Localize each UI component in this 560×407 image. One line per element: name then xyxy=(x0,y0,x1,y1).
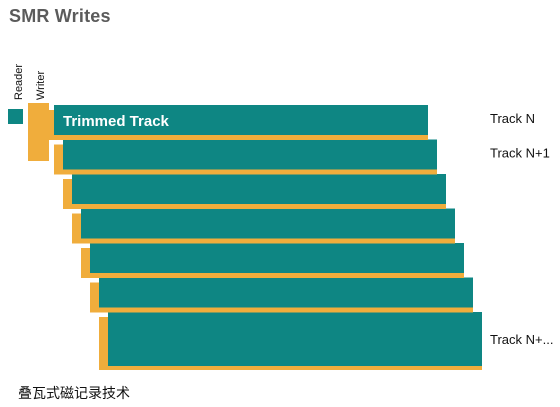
writer-block xyxy=(28,103,49,161)
writer-label: Writer xyxy=(35,71,47,100)
caption: 叠瓦式磁记录技术 xyxy=(18,386,130,402)
tracks-group: Track N+... Track N+1 Trimmed Track Track N xyxy=(45,105,553,370)
track-2-band xyxy=(63,139,437,170)
reader-block xyxy=(8,109,23,124)
smr-diagram: Reader Writer Track N+... Track N+1 Trimme… xyxy=(8,64,553,370)
track-5-band xyxy=(90,243,464,273)
track-1-band xyxy=(54,105,428,135)
track-6 xyxy=(90,277,473,313)
track-7-side-label: Track N+... xyxy=(490,332,553,347)
track-4-band xyxy=(81,208,455,239)
track-4 xyxy=(72,208,455,244)
track-2: Track N+1 xyxy=(54,139,550,175)
track-1: Trimmed Track Track N xyxy=(45,105,535,140)
track-7-band xyxy=(108,312,482,366)
track-7: Track N+... xyxy=(99,312,553,370)
track-6-band xyxy=(99,277,473,308)
track-3 xyxy=(63,174,446,209)
diagram-title: SMR Writes xyxy=(9,6,111,26)
reader-label: Reader xyxy=(13,64,25,100)
track-3-band xyxy=(72,174,446,204)
track-2-side-label: Track N+1 xyxy=(490,146,550,161)
track-1-label: Trimmed Track xyxy=(63,113,170,130)
track-5 xyxy=(81,243,464,278)
track-1-side-label: Track N xyxy=(490,111,535,126)
